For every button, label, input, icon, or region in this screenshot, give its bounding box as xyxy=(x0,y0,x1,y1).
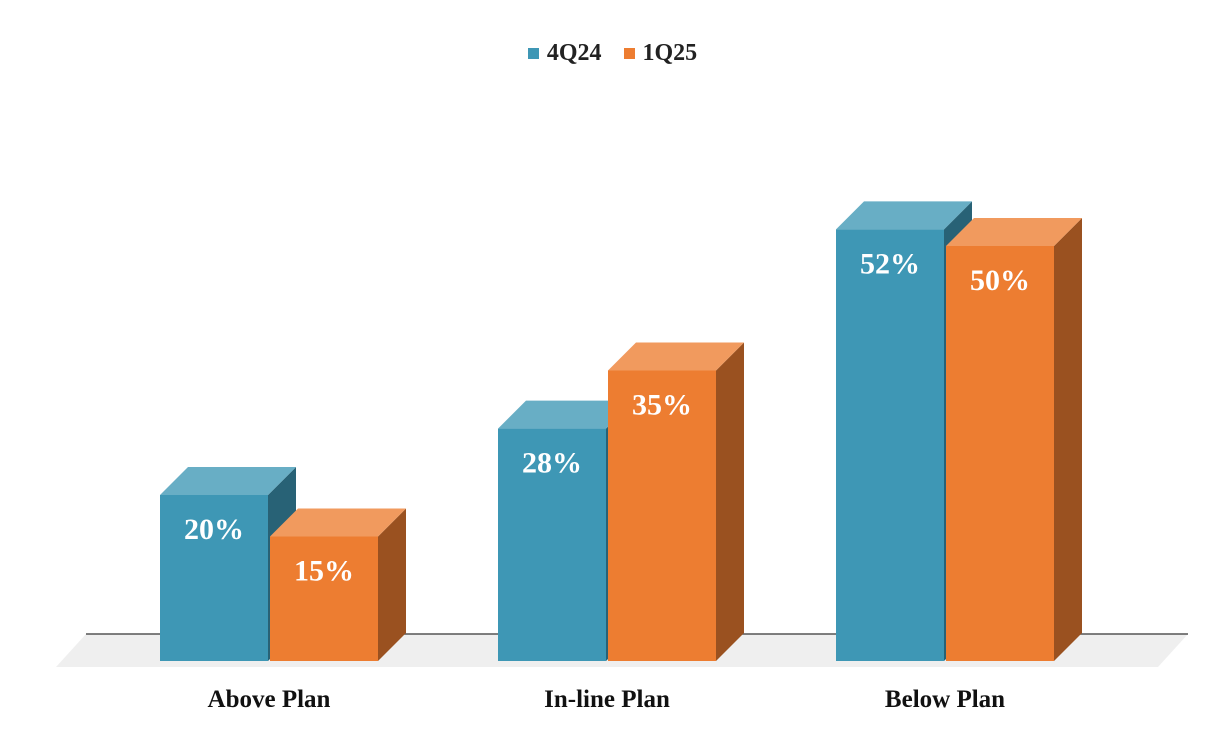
bar-1q25-above-plan xyxy=(270,536,378,661)
data-label-4q24-in-line-plan: 28% xyxy=(522,447,582,480)
bar-top-4q24-in-line-plan xyxy=(498,400,634,429)
legend-item-4q24: 4Q24 xyxy=(527,40,602,67)
bar-1q25-in-line-plan xyxy=(608,370,716,661)
legend-swatch-1q25 xyxy=(623,48,635,59)
bar-1q25-below-plan xyxy=(946,246,1054,661)
data-label-1q25-below-plan: 50% xyxy=(970,264,1030,297)
data-label-1q25-in-line-plan: 35% xyxy=(632,389,692,422)
category-label-above-plan: Above Plan xyxy=(208,686,331,713)
bar-side-1q25-above-plan xyxy=(378,508,406,661)
bar-top-4q24-above-plan xyxy=(160,467,296,495)
bar-4q24-below-plan xyxy=(836,229,944,661)
category-label-below-plan: Below Plan xyxy=(885,686,1005,713)
bar-top-1q25-above-plan xyxy=(270,508,406,537)
legend-label-1q25: 1Q25 xyxy=(642,40,698,66)
legend-item-1q25: 1Q25 xyxy=(623,40,698,67)
bar-side-1q25-in-line-plan xyxy=(716,342,744,661)
legend-label-4q24: 4Q24 xyxy=(546,40,602,66)
bar-side-1q25-below-plan xyxy=(1054,218,1082,661)
legend: 4Q24 1Q25 xyxy=(0,40,1225,67)
legend-swatch-4q24 xyxy=(527,48,539,59)
data-label-1q25-above-plan: 15% xyxy=(294,555,354,588)
category-label-in-line-plan: In-line Plan xyxy=(544,686,670,713)
bar-4q24-above-plan xyxy=(160,495,268,661)
bar-top-1q25-below-plan xyxy=(946,218,1082,246)
data-label-4q24-above-plan: 20% xyxy=(184,513,244,546)
data-label-4q24-below-plan: 52% xyxy=(860,247,920,280)
bar-top-1q25-in-line-plan xyxy=(608,342,744,371)
bar-4q24-in-line-plan xyxy=(498,428,606,661)
bar-top-4q24-below-plan xyxy=(836,201,972,230)
